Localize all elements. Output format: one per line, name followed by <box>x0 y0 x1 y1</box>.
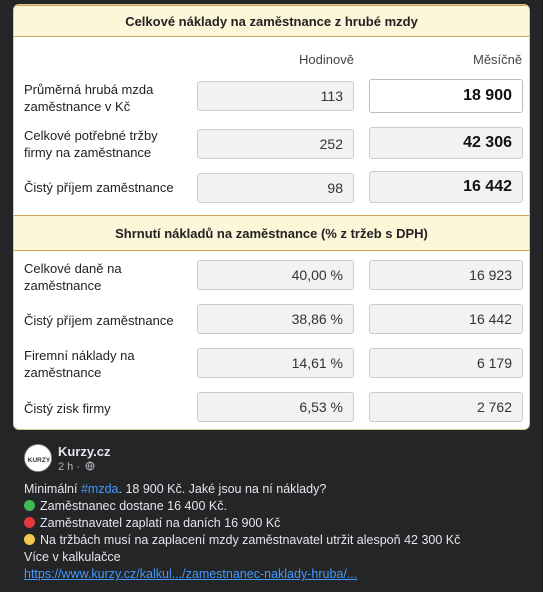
monthly-gross-wage-input[interactable]: 18 900 <box>369 79 523 113</box>
green-circle-icon <box>24 500 35 511</box>
hashtag-link[interactable]: #mzda <box>80 482 119 496</box>
net-income-value: 16 442 <box>369 304 523 334</box>
post-line-4: Na tržbách musí na zaplacení mzdy zaměst… <box>24 532 460 549</box>
summary-title: Shrnutí nákladů na zaměstnance (% z trže… <box>14 215 529 251</box>
kurzy-logo-avatar[interactable]: KURZY <box>24 444 52 472</box>
monthly-revenue-field: 42 306 <box>369 127 523 159</box>
avatar-text: KURZY <box>28 457 51 464</box>
label-average-gross-wage: Průměrná hrubá mzda zaměstnance v Kč <box>24 82 154 114</box>
net-profit-value: 2 762 <box>369 392 523 422</box>
calculator-card: Celkové náklady na zaměstnance z hrubé m… <box>13 4 530 430</box>
company-costs-percent: 14,61 % <box>197 348 354 378</box>
label-required-revenue: Celkové potřebné tržby firmy na zaměstna… <box>24 128 158 160</box>
yellow-circle-icon <box>24 534 35 545</box>
red-circle-icon <box>24 517 35 528</box>
hourly-gross-wage-field: 113 <box>197 81 354 111</box>
post-line-5: Více v kalkulačce <box>24 550 121 564</box>
card-title: Celkové náklady na zaměstnance z hrubé m… <box>14 5 529 37</box>
page-name-link[interactable]: Kurzy.cz <box>58 444 111 459</box>
social-post: KURZY Kurzy.cz 2 h · Minimální #mzda. 18… <box>0 432 543 592</box>
total-taxes-percent: 40,00 % <box>197 260 354 290</box>
globe-icon <box>85 461 95 471</box>
company-costs-value: 6 179 <box>369 348 523 378</box>
label-summary-net-income: Čistý příjem zaměstnance <box>24 313 174 328</box>
post-line-1: Minimální #mzda. 18 900 Kč. Jaké jsou na… <box>24 482 327 496</box>
label-total-taxes: Celkové daně na zaměstnance <box>24 261 122 293</box>
label-net-income: Čistý příjem zaměstnance <box>24 180 174 195</box>
post-time[interactable]: 2 h · <box>58 461 81 473</box>
calculator-link[interactable]: https://www.kurzy.cz/kalkul.../zamestnan… <box>24 567 358 581</box>
post-meta: 2 h · <box>58 461 95 473</box>
net-income-percent: 38,86 % <box>197 304 354 334</box>
monthly-net-income-field: 16 442 <box>369 171 523 203</box>
label-company-costs: Firemní náklady na zaměstnance <box>24 348 135 380</box>
hourly-net-income-field: 98 <box>197 173 354 203</box>
column-header-monthly: Měsíčně <box>473 52 523 67</box>
column-header-hourly: Hodinově <box>299 52 354 67</box>
net-profit-percent: 6,53 % <box>197 392 354 422</box>
post-text: Minimální #mzda. 18 900 Kč. Jaké jsou na… <box>24 481 460 583</box>
hourly-revenue-field: 252 <box>197 129 354 159</box>
post-line-2: Zaměstnanec dostane 16 400 Kč. <box>24 498 460 515</box>
post-line-3: Zaměstnavatel zaplatí na daních 16 900 K… <box>24 515 460 532</box>
total-taxes-value: 16 923 <box>369 260 523 290</box>
label-net-profit: Čistý zisk firmy <box>24 401 111 416</box>
